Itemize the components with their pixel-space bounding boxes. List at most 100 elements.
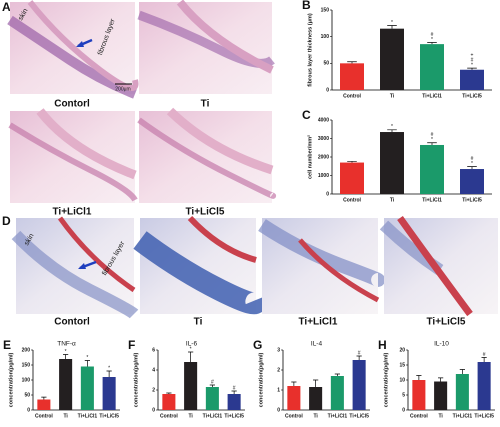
x-tick-label: Ti+LiCl5 [462, 93, 482, 99]
y-tick-label: 5 [402, 392, 405, 398]
significance-mark: * [391, 20, 393, 26]
x-tick-label: Ti+LiCl1 [422, 93, 442, 99]
micrograph: skin fibrous layer [11, 216, 139, 319]
panel-letter: F [128, 338, 135, 352]
error-bar [427, 142, 437, 145]
error-bar [313, 379, 319, 387]
error-bar [334, 373, 340, 376]
x-tick-label: Ti [188, 413, 193, 419]
bar [80, 366, 94, 410]
chart-title: TNF-α [57, 341, 76, 348]
significance-mark: * [108, 365, 110, 371]
x-tick-label: Ti [63, 413, 68, 419]
error-bar [347, 161, 357, 163]
y-tick-label: 50 [323, 61, 329, 67]
bar [102, 377, 116, 410]
image-label: Ti [194, 317, 203, 328]
y-tick-label: 0 [152, 407, 155, 413]
chart-title: IL-10 [434, 341, 449, 348]
bar [37, 399, 51, 410]
x-tick-label: Control [343, 197, 361, 203]
y-tick-label: 2000 [318, 154, 329, 160]
y-axis-label: concentration(pg/ml) [258, 352, 264, 407]
x-tick-label: Control [343, 93, 361, 99]
significance-mark: * [65, 349, 67, 355]
x-tick-label: Ti+LiCl5 [462, 197, 482, 203]
chart-title: IL-6 [186, 341, 198, 348]
significance-mark: * [431, 37, 433, 43]
image-label: Contorl [54, 317, 90, 328]
x-tick-label: Ti+LiCl5 [474, 413, 494, 419]
x-tick-label: Ti [438, 413, 443, 419]
bar [227, 394, 241, 410]
y-tick-label: 50 [24, 392, 30, 398]
bar [184, 362, 198, 410]
bar [455, 374, 469, 410]
micrograph [258, 218, 386, 314]
error-bar [387, 129, 397, 133]
significance-mark: # [471, 57, 474, 63]
y-tick-label: 15 [399, 362, 405, 368]
chart-title: IL-4 [311, 341, 323, 348]
error-bar [188, 351, 194, 362]
y-tick-label: 1 [277, 387, 280, 393]
x-tick-label: Ti+LiCl5 [349, 413, 369, 419]
micrograph: skin fibrous layer 200μm [7, 0, 139, 99]
y-tick-label: 100 [321, 34, 330, 40]
y-tick-label: 200 [22, 347, 31, 353]
x-tick-label: Ti+LiCl1 [203, 413, 223, 419]
error-bar [41, 396, 47, 400]
significance-mark: # [483, 352, 486, 358]
x-tick-label: Control [285, 413, 303, 419]
y-tick-label: 150 [22, 362, 31, 368]
x-tick-label: Control [160, 413, 178, 419]
x-tick-label: Ti+LiCl1 [422, 197, 442, 203]
panel-letter: D [2, 214, 11, 228]
bar [434, 381, 448, 410]
y-tick-label: 0 [402, 407, 405, 413]
significance-mark: * [86, 355, 88, 361]
significance-mark: # [211, 379, 214, 385]
panel-letter: G [253, 338, 262, 352]
x-tick-label: Ti+LiCl1 [453, 413, 473, 419]
panel-letter: B [302, 0, 311, 12]
error-bar [84, 360, 90, 367]
image-label: Ti+LiCl5 [427, 317, 466, 328]
y-axis-label: cell number/mm² [306, 135, 313, 179]
bar [330, 376, 344, 410]
image-label: Ti+LiCl1 [299, 317, 338, 328]
micrograph [137, 0, 275, 94]
error-bar [427, 42, 437, 45]
significance-mark: # [431, 32, 434, 38]
y-tick-label: 1000 [318, 173, 329, 179]
bar [380, 132, 404, 194]
scale-bar: 200μm [115, 86, 130, 92]
micrograph [133, 215, 268, 315]
bar [162, 394, 176, 410]
y-tick-label: 2 [152, 387, 155, 393]
error-bar [166, 392, 172, 394]
error-bar [416, 375, 422, 380]
image-label: Ti+LiCl1 [53, 207, 92, 218]
significance-mark: * [190, 346, 192, 352]
y-tick-label: 4000 [318, 117, 329, 123]
panel-letter: A [2, 0, 11, 14]
significance-mark: * [431, 137, 433, 143]
significance-mark: # [358, 350, 361, 356]
x-tick-label: Ti+LiCl5 [224, 413, 244, 419]
error-bar [467, 67, 477, 70]
error-bar [459, 369, 465, 374]
micrograph [8, 108, 138, 203]
y-tick-label: 20 [399, 347, 405, 353]
significance-mark: # [233, 385, 236, 391]
error-bar [106, 370, 112, 377]
bar [477, 362, 491, 410]
bar [460, 69, 484, 90]
x-tick-label: Ti+LiCl5 [99, 413, 119, 419]
panel-letter: C [302, 108, 311, 122]
bar [309, 387, 323, 410]
x-tick-label: Ti [390, 93, 395, 99]
y-tick-label: 150 [321, 7, 330, 13]
error-bar [356, 355, 362, 360]
bar [340, 162, 364, 194]
